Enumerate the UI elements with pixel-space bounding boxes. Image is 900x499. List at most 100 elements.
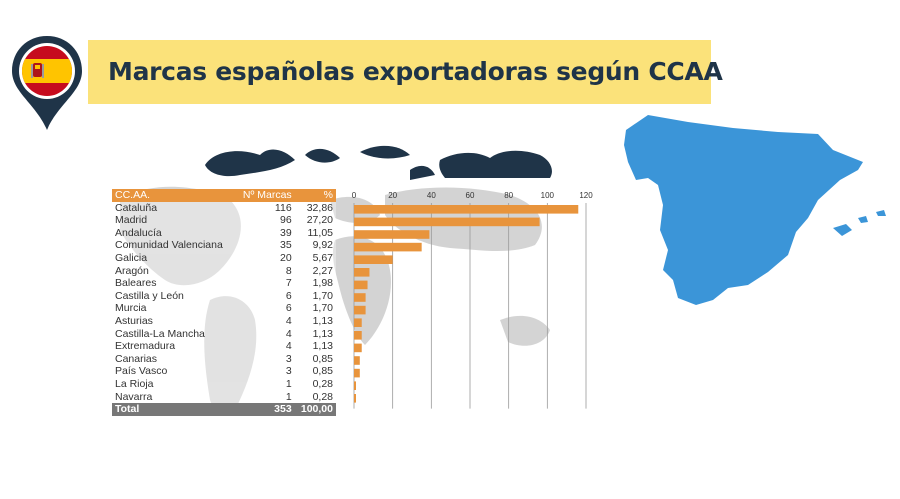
table-cell: Cataluña — [115, 201, 158, 214]
table-cell: 39 — [279, 226, 292, 239]
bar-extremadura — [354, 343, 362, 353]
x-tick-label: 40 — [427, 191, 436, 200]
table-cell: 100,00 — [294, 403, 336, 416]
bar-castilla-y-león — [354, 293, 366, 302]
table-cell: 32,86 — [306, 201, 333, 214]
column-header: Nº Marcas — [235, 189, 295, 202]
bar-asturias — [354, 318, 362, 327]
table-row: La Rioja 1 0,28 — [112, 377, 336, 391]
table-cell: 1,13 — [312, 314, 333, 327]
table-cell: 35 — [279, 239, 292, 252]
table-cell: Madrid — [115, 214, 148, 227]
table-cell: 20 — [279, 251, 292, 264]
table-cell: Castilla-La Mancha — [115, 327, 205, 340]
bar-cataluña — [354, 205, 579, 214]
table-cell: Murcia — [115, 302, 147, 315]
table-row: Canarias 3 0,85 — [112, 352, 336, 366]
table-row: Madrid 96 27,20 — [112, 214, 336, 227]
table-cell: 1 — [285, 390, 292, 403]
table-cell: 1,13 — [312, 327, 333, 340]
bar-murcia — [354, 305, 366, 315]
x-tick-label: 20 — [388, 191, 397, 200]
table-cell: 6 — [285, 302, 292, 315]
bar-comunidad-valenciana — [354, 242, 422, 252]
table-cell: 4 — [285, 314, 292, 327]
table-row: Aragón 8 2,27 — [112, 264, 336, 278]
table-row: Baleares 7 1,98 — [112, 277, 336, 290]
column-header: CC.AA. — [112, 189, 236, 202]
table-cell: Comunidad Valenciana — [115, 239, 223, 252]
table-cell: 1,13 — [312, 340, 333, 353]
table-cell: 1 — [285, 377, 292, 390]
x-tick-label: 60 — [466, 191, 475, 200]
table-cell: 5,67 — [312, 251, 333, 264]
bar-aragón — [354, 268, 370, 277]
spain-flag-location-pin-icon — [12, 36, 82, 130]
bar-madrid — [354, 217, 540, 227]
table-cell: 8 — [285, 264, 292, 277]
table-cell: Galicia — [115, 251, 148, 264]
table-cell: 0,28 — [312, 377, 333, 390]
table-cell: 4 — [285, 340, 292, 353]
bar-la-rioja — [354, 381, 356, 390]
bar-chart: 0 20 40 60 80 100 120 — [352, 191, 593, 409]
table-cell: 11,05 — [307, 226, 334, 239]
table-cell: 1,70 — [312, 302, 333, 315]
table-row: Castilla-La Mancha 4 1,13 — [112, 327, 336, 341]
x-tick-label: 100 — [541, 191, 555, 200]
x-tick-label: 120 — [579, 191, 593, 200]
bar-galicia — [354, 255, 393, 264]
table-cell: 353 — [235, 403, 295, 416]
table-row: Cataluña 116 32,86 — [112, 201, 336, 215]
bar-castilla-la-mancha — [354, 331, 362, 340]
table-cell: 27,20 — [306, 214, 333, 227]
table-cell: Andalucía — [115, 226, 162, 239]
bar-baleares — [354, 280, 368, 290]
bar-país-vasco — [354, 368, 360, 378]
table-cell: 116 — [274, 201, 292, 214]
title-banner: Marcas españolas exportadoras según CCAA — [88, 40, 723, 104]
table-cell: 7 — [285, 277, 292, 290]
bar-canarias — [354, 356, 360, 365]
table-cell: Total — [112, 403, 236, 416]
table-cell: Castilla y León — [115, 289, 184, 302]
table-row: Castilla y León 6 1,70 — [112, 289, 336, 303]
table-row: Galicia 20 5,67 — [112, 251, 336, 265]
table-row: Murcia 6 1,70 — [112, 302, 336, 315]
x-tick-label: 80 — [504, 191, 513, 200]
bar-navarra — [354, 394, 356, 403]
table-cell: Extremadura — [115, 340, 176, 353]
table-cell: 1,70 — [312, 289, 333, 302]
table-header-row: CC.AA. Nº Marcas % — [112, 189, 336, 202]
column-header: % — [294, 189, 336, 202]
bar-andalucía — [354, 230, 430, 239]
spain-map-icon — [624, 115, 886, 305]
table-row: Extremadura 4 1,13 — [112, 340, 336, 353]
data-table: CC.AA. Nº Marcas % Cataluña 116 32,86 Madr… — [112, 189, 336, 416]
table-cell: 0,85 — [312, 365, 333, 378]
table-cell: 3 — [285, 352, 292, 365]
table-cell: Navarra — [115, 390, 153, 403]
table-cell: Baleares — [115, 277, 157, 290]
table-cell: País Vasco — [115, 365, 168, 378]
table-cell: Aragón — [115, 264, 149, 277]
table-cell: 0,28 — [312, 390, 333, 403]
table-cell: 4 — [285, 327, 292, 340]
table-total-row: Total 353 100,00 — [112, 403, 336, 416]
table-row: Navarra 1 0,28 — [112, 390, 336, 404]
x-tick-label: 0 — [352, 191, 357, 200]
table-row: Comunidad Valenciana 35 9,92 — [112, 239, 336, 252]
page-title: Marcas españolas exportadoras según CCAA — [108, 57, 723, 86]
table-cell: Canarias — [115, 352, 158, 365]
table-cell: 3 — [285, 365, 292, 378]
table-cell: 96 — [279, 214, 292, 227]
table-cell: 1,98 — [312, 277, 333, 290]
table-row: País Vasco 3 0,85 — [112, 365, 336, 378]
table-cell: 9,92 — [312, 239, 333, 252]
table-cell: 2,27 — [312, 264, 333, 277]
table-cell: 6 — [285, 289, 292, 302]
table-row: Andalucía 39 11,05 — [112, 226, 336, 240]
table-row: Asturias 4 1,13 — [112, 314, 336, 328]
table-cell: 0,85 — [312, 352, 333, 365]
table-cell: Asturias — [115, 314, 153, 327]
